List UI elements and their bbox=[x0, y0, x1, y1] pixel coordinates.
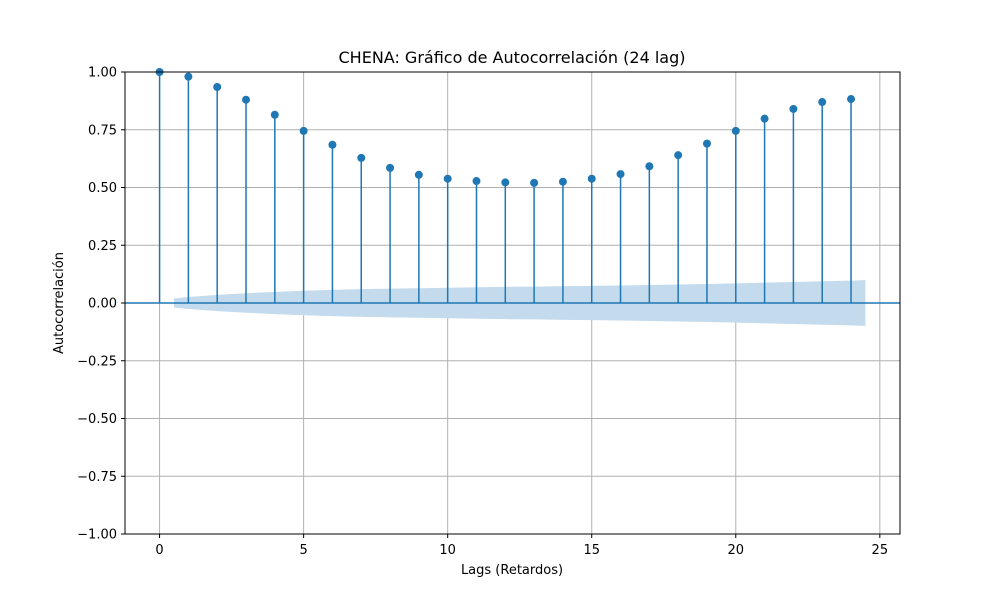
stem-marker bbox=[558, 177, 567, 186]
x-tick-label: 5 bbox=[299, 543, 307, 558]
stem-marker bbox=[674, 151, 683, 160]
stem-marker bbox=[501, 178, 510, 187]
y-tick-label: −0.50 bbox=[77, 412, 117, 427]
stem-marker bbox=[443, 174, 452, 183]
y-tick-label: 0.75 bbox=[88, 123, 117, 138]
x-tick-label: 15 bbox=[583, 543, 600, 558]
stem-marker bbox=[702, 139, 711, 148]
stem-marker bbox=[587, 174, 596, 183]
stem-marker bbox=[328, 140, 337, 149]
y-tick-label: −0.25 bbox=[77, 354, 117, 369]
y-tick-label: 0.25 bbox=[88, 239, 117, 254]
stem-marker bbox=[414, 170, 423, 179]
stem-marker bbox=[847, 95, 856, 104]
stem-marker bbox=[270, 110, 279, 119]
x-tick-label: 25 bbox=[872, 543, 889, 558]
y-tick-label: −1.00 bbox=[77, 528, 117, 543]
stem-marker bbox=[760, 114, 769, 123]
stem-marker bbox=[184, 72, 193, 81]
stem-marker bbox=[818, 98, 827, 107]
y-ticks: −1.00 −0.75 −0.50 −0.25 0.00 0.25 0.50 0.75 1.00 bbox=[77, 66, 125, 543]
stem-marker bbox=[731, 126, 740, 135]
stem-marker bbox=[616, 170, 625, 179]
stem-marker bbox=[299, 126, 308, 135]
stem-marker bbox=[242, 95, 251, 104]
x-tick-label: 0 bbox=[155, 543, 163, 558]
chart-title: CHENA: Gráfico de Autocorrelación (24 la… bbox=[339, 48, 686, 67]
y-tick-label: −0.75 bbox=[77, 470, 117, 485]
x-tick-label: 20 bbox=[728, 543, 745, 558]
y-tick-label: 0.50 bbox=[88, 181, 117, 196]
stem-marker bbox=[357, 153, 366, 162]
stem-marker bbox=[789, 104, 798, 113]
stem-layer bbox=[155, 68, 856, 303]
stem-marker bbox=[645, 162, 654, 171]
stem-marker bbox=[386, 163, 395, 172]
y-axis-title: Autocorrelación bbox=[52, 252, 67, 354]
x-ticks: 0 5 10 15 20 25 bbox=[155, 534, 888, 558]
x-axis-title: Lags (Retardos) bbox=[461, 563, 563, 578]
stem-marker bbox=[530, 178, 539, 187]
x-tick-label: 10 bbox=[439, 543, 456, 558]
stem-marker bbox=[472, 177, 481, 186]
stem-marker bbox=[213, 83, 222, 92]
y-tick-label: 0.00 bbox=[88, 297, 117, 312]
y-tick-label: 1.00 bbox=[88, 66, 117, 81]
